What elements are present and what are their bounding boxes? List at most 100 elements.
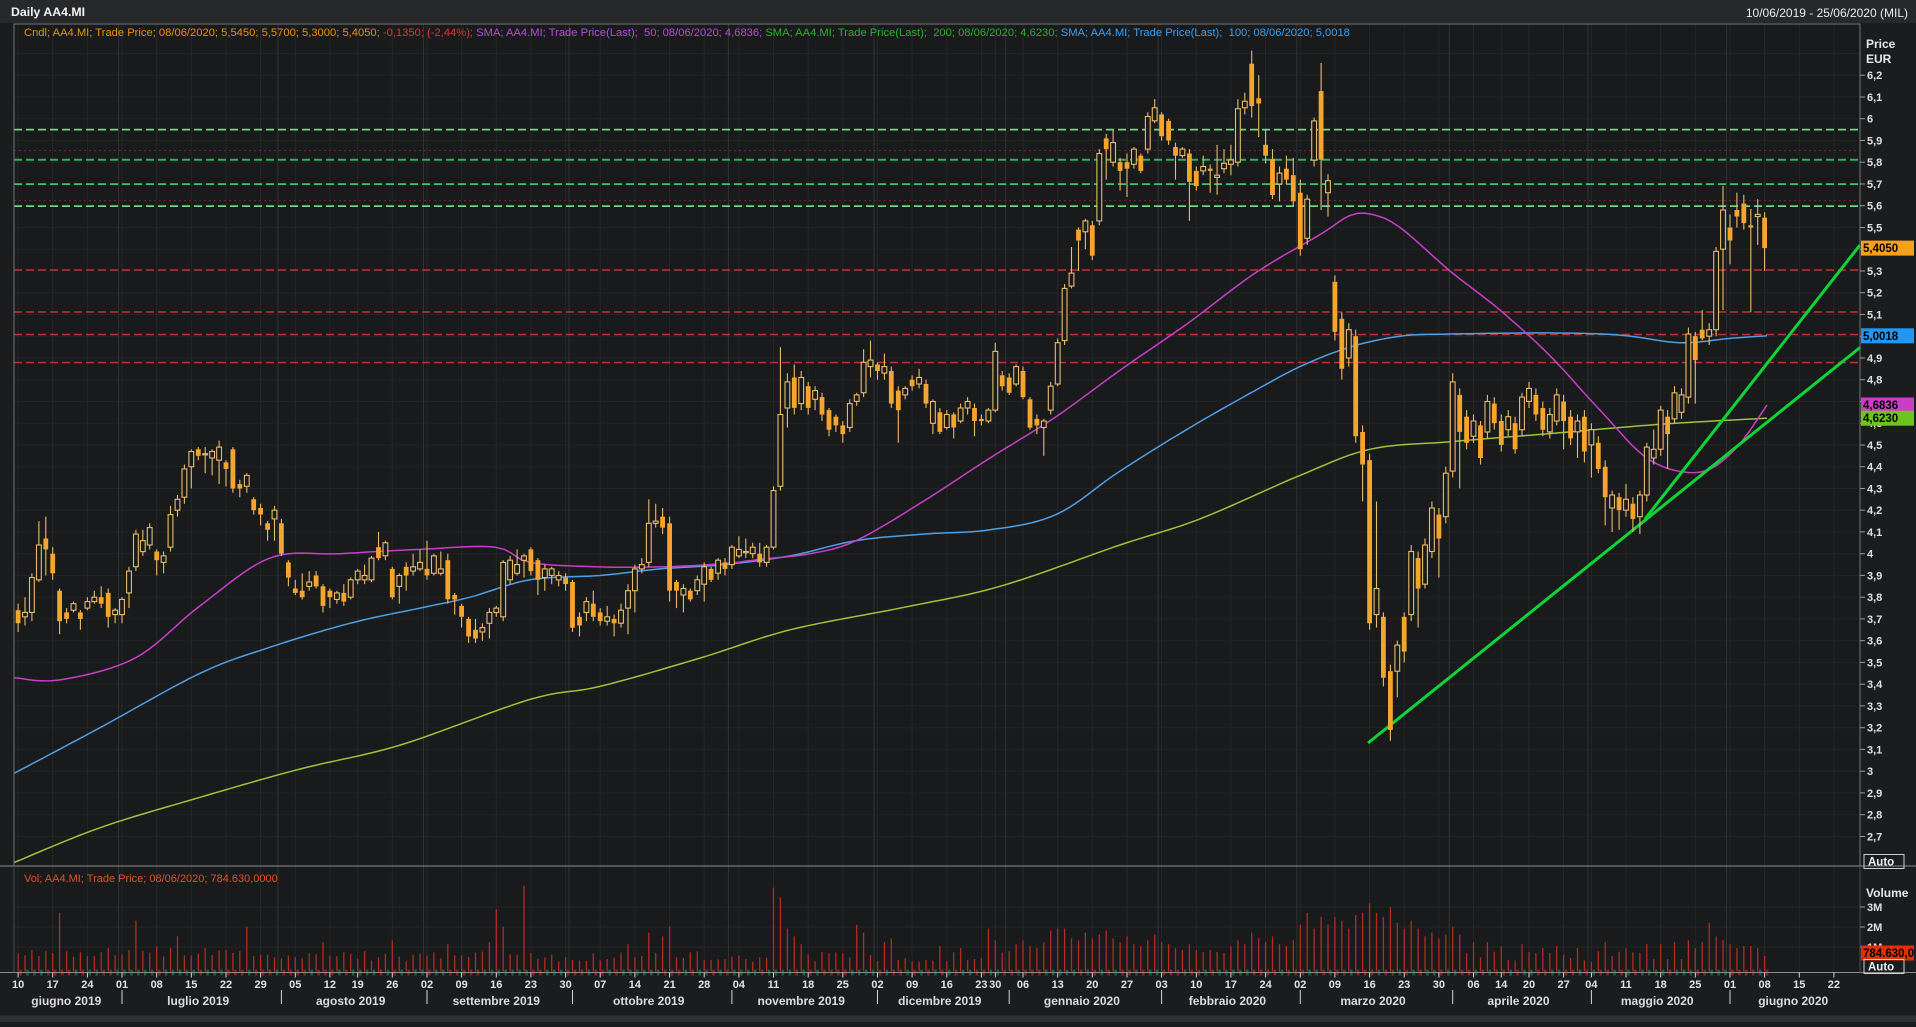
svg-text:5,9: 5,9 — [1867, 136, 1882, 148]
svg-text:4,6230: 4,6230 — [1863, 413, 1898, 425]
svg-text:21: 21 — [663, 979, 675, 991]
svg-text:5,6: 5,6 — [1867, 201, 1882, 213]
svg-text:02: 02 — [421, 979, 433, 991]
svg-text:16: 16 — [1363, 979, 1375, 991]
svg-text:24: 24 — [81, 979, 94, 991]
svg-text:784.630,0: 784.630,0 — [1863, 948, 1914, 960]
svg-text:11: 11 — [1620, 979, 1632, 991]
svg-text:27: 27 — [1121, 979, 1133, 991]
svg-text:4: 4 — [1867, 549, 1874, 561]
svg-text:Cndl; AA4.MI; Trade Price; 08/: Cndl; AA4.MI; Trade Price; 08/06/2020; 5… — [24, 27, 1350, 39]
svg-text:Vol; AA4.MI; Trade Price; 08/0: Vol; AA4.MI; Trade Price; 08/06/2020; 78… — [24, 873, 278, 885]
svg-text:30: 30 — [1433, 979, 1445, 991]
svg-text:28: 28 — [698, 979, 710, 991]
svg-text:Daily AA4.MI: Daily AA4.MI — [11, 5, 85, 19]
svg-text:17: 17 — [1225, 979, 1237, 991]
svg-text:5,1: 5,1 — [1867, 310, 1882, 322]
svg-text:gennaio 2020: gennaio 2020 — [1044, 994, 1120, 1008]
svg-text:04: 04 — [1585, 979, 1598, 991]
svg-text:3,8: 3,8 — [1867, 592, 1882, 604]
svg-text:agosto 2019: agosto 2019 — [316, 994, 386, 1008]
svg-text:6,1: 6,1 — [1867, 92, 1882, 104]
svg-text:07: 07 — [594, 979, 606, 991]
svg-text:10: 10 — [12, 979, 24, 991]
svg-text:4,3: 4,3 — [1867, 484, 1882, 496]
svg-text:5,2: 5,2 — [1867, 288, 1882, 300]
svg-text:06: 06 — [1467, 979, 1479, 991]
svg-text:09: 09 — [906, 979, 918, 991]
svg-text:08: 08 — [151, 979, 163, 991]
svg-text:30: 30 — [559, 979, 571, 991]
svg-text:08: 08 — [1758, 979, 1770, 991]
svg-text:4,9: 4,9 — [1867, 353, 1882, 365]
svg-text:20: 20 — [1086, 979, 1098, 991]
svg-text:17: 17 — [47, 979, 59, 991]
svg-text:10/06/2019 - 25/06/2020 (MIL): 10/06/2019 - 25/06/2020 (MIL) — [1746, 6, 1908, 20]
svg-text:01: 01 — [1724, 979, 1736, 991]
svg-text:Auto: Auto — [1868, 962, 1894, 974]
svg-text:3,6: 3,6 — [1867, 636, 1882, 648]
svg-text:3,5: 3,5 — [1867, 657, 1882, 669]
svg-text:03: 03 — [1155, 979, 1167, 991]
svg-text:2,7: 2,7 — [1867, 832, 1882, 844]
svg-text:29: 29 — [254, 979, 266, 991]
svg-text:25: 25 — [1689, 979, 1701, 991]
svg-text:11: 11 — [768, 979, 780, 991]
svg-text:22: 22 — [220, 979, 232, 991]
svg-text:23: 23 — [525, 979, 537, 991]
svg-text:3,1: 3,1 — [1867, 744, 1882, 756]
svg-text:10: 10 — [1190, 979, 1202, 991]
svg-text:19: 19 — [352, 979, 364, 991]
svg-text:aprile 2020: aprile 2020 — [1487, 994, 1549, 1008]
svg-text:06: 06 — [1017, 979, 1029, 991]
svg-text:13: 13 — [1052, 979, 1064, 991]
svg-text:giugno 2020: giugno 2020 — [1758, 994, 1828, 1008]
svg-text:maggio 2020: maggio 2020 — [1621, 994, 1694, 1008]
svg-text:2M: 2M — [1867, 922, 1882, 934]
svg-text:15: 15 — [185, 979, 197, 991]
svg-text:01: 01 — [116, 979, 128, 991]
svg-text:marzo 2020: marzo 2020 — [1340, 994, 1406, 1008]
svg-text:2,8: 2,8 — [1867, 810, 1882, 822]
svg-text:5,3: 5,3 — [1867, 266, 1882, 278]
svg-text:3,7: 3,7 — [1867, 614, 1882, 626]
svg-text:09: 09 — [1329, 979, 1341, 991]
svg-text:6,2: 6,2 — [1867, 70, 1882, 82]
svg-text:Auto: Auto — [1868, 857, 1894, 869]
svg-text:18: 18 — [802, 979, 814, 991]
svg-text:novembre 2019: novembre 2019 — [758, 994, 846, 1008]
svg-text:dicembre 2019: dicembre 2019 — [898, 994, 982, 1008]
svg-text:16: 16 — [490, 979, 502, 991]
svg-text:16: 16 — [941, 979, 953, 991]
svg-text:02: 02 — [871, 979, 883, 991]
svg-text:20: 20 — [1523, 979, 1535, 991]
svg-text:14: 14 — [1495, 979, 1508, 991]
svg-text:5,7: 5,7 — [1867, 179, 1882, 191]
svg-text:3,4: 3,4 — [1867, 679, 1883, 691]
svg-text:24: 24 — [1259, 979, 1272, 991]
svg-text:22: 22 — [1828, 979, 1840, 991]
svg-text:EUR: EUR — [1866, 52, 1892, 66]
svg-text:30: 30 — [989, 979, 1001, 991]
svg-text:25: 25 — [837, 979, 849, 991]
svg-text:26: 26 — [386, 979, 398, 991]
svg-text:4,6836: 4,6836 — [1863, 400, 1898, 412]
svg-text:4,2: 4,2 — [1867, 505, 1882, 517]
svg-text:giugno 2019: giugno 2019 — [31, 994, 101, 1008]
svg-text:3,2: 3,2 — [1867, 723, 1882, 735]
svg-text:febbraio 2020: febbraio 2020 — [1189, 994, 1267, 1008]
svg-text:04: 04 — [733, 979, 746, 991]
svg-text:3,9: 3,9 — [1867, 570, 1882, 582]
svg-text:09: 09 — [455, 979, 467, 991]
svg-text:5,5: 5,5 — [1867, 223, 1882, 235]
svg-text:18: 18 — [1655, 979, 1667, 991]
svg-text:14: 14 — [629, 979, 642, 991]
svg-text:Price: Price — [1866, 37, 1896, 51]
svg-text:02: 02 — [1294, 979, 1306, 991]
svg-text:23: 23 — [975, 979, 987, 991]
svg-text:3,3: 3,3 — [1867, 701, 1882, 713]
svg-text:luglio 2019: luglio 2019 — [167, 994, 229, 1008]
svg-text:05: 05 — [289, 979, 301, 991]
svg-text:27: 27 — [1557, 979, 1569, 991]
svg-text:4,8: 4,8 — [1867, 375, 1882, 387]
